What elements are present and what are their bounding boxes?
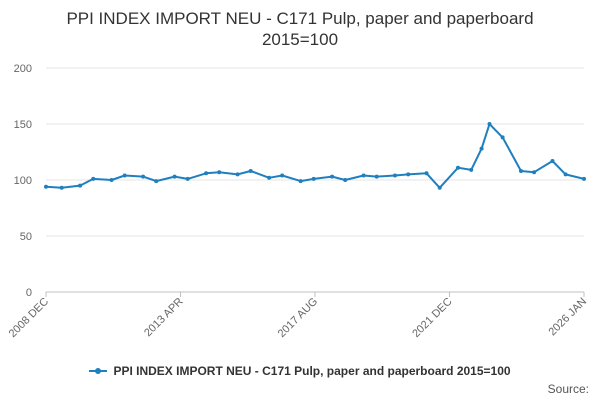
series-line (45, 123, 585, 189)
data-point (330, 174, 335, 179)
data-point (44, 184, 48, 189)
source-label: Source: (547, 382, 589, 396)
data-point (456, 165, 460, 170)
data-point (172, 174, 177, 179)
data-point (424, 171, 429, 176)
legend-line-marker-icon (89, 366, 108, 376)
data-point (298, 179, 303, 184)
data-point (406, 172, 411, 177)
data-point (479, 146, 484, 151)
x-tick-label: 2026 JAN (546, 296, 589, 339)
data-point (311, 176, 316, 181)
data-point (59, 185, 64, 190)
x-tick-label: 2021 DEC (410, 296, 454, 340)
y-tick-label: 100 (14, 175, 32, 187)
data-point (280, 173, 285, 178)
data-point (154, 179, 159, 184)
chart-title: PPI INDEX IMPORT NEU - C171 Pulp, paper … (0, 8, 600, 50)
data-point (185, 176, 190, 181)
data-point (563, 172, 568, 177)
data-point (550, 159, 555, 163)
data-point (437, 185, 442, 190)
y-tick-label: 200 (14, 63, 32, 75)
data-point (500, 135, 505, 140)
data-point (469, 167, 474, 172)
chart-title-line-2: 2015=100 (261, 30, 339, 49)
data-point (204, 171, 209, 176)
data-point (582, 176, 586, 181)
y-tick-label: 0 (26, 287, 32, 299)
data-point (267, 175, 272, 180)
x-tick-label: 2013 APR (142, 296, 186, 340)
data-point (217, 170, 222, 175)
data-point (532, 170, 537, 175)
y-tick-label: 150 (14, 119, 32, 131)
data-point (361, 173, 366, 178)
data-point (235, 172, 240, 177)
data-point (122, 173, 127, 178)
data-point (78, 183, 83, 188)
x-tick-label: 2008 DEC (7, 296, 51, 340)
data-point (91, 176, 96, 181)
legend-label: PPI INDEX IMPORT NEU - C171 Pulp, paper … (113, 364, 511, 378)
data-point (487, 122, 492, 126)
legend-item[interactable]: PPI INDEX IMPORT NEU - C171 Pulp, paper … (89, 364, 511, 378)
data-point (248, 169, 253, 173)
data-point (343, 178, 348, 182)
y-tick-label: 50 (20, 231, 32, 243)
x-tick-label: 2017 AUG (276, 296, 320, 340)
data-point (393, 173, 397, 178)
legend[interactable]: PPI INDEX IMPORT NEU - C171 Pulp, paper … (0, 364, 600, 379)
data-point (519, 169, 523, 173)
chart-title-line-1: PPI INDEX IMPORT NEU - C171 Pulp, paper … (66, 9, 534, 28)
data-point (109, 178, 114, 182)
data-point (374, 174, 379, 179)
data-point (141, 174, 146, 179)
